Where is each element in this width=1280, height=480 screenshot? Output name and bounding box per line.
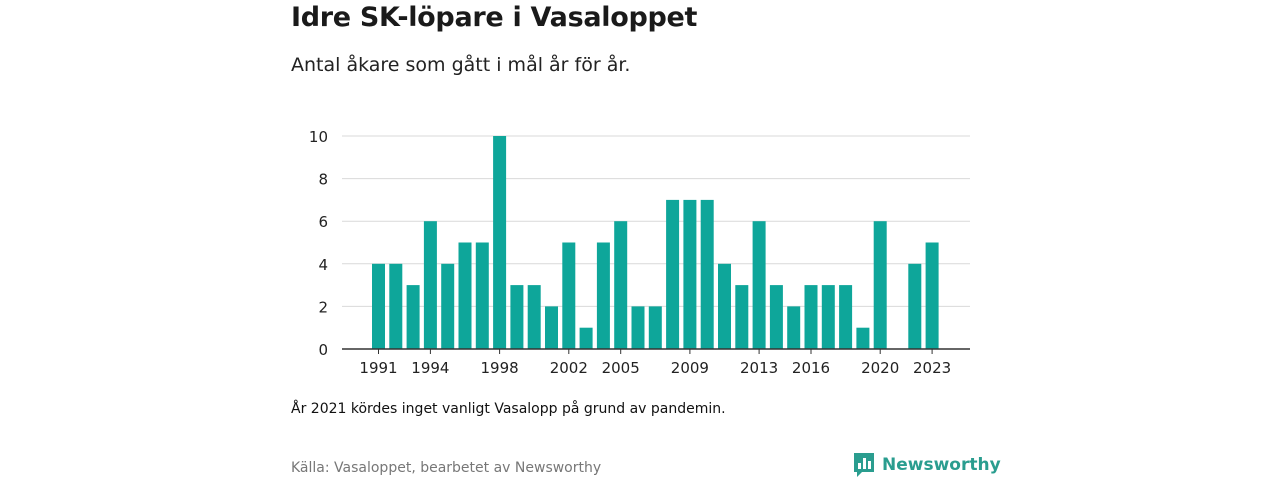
x-tick-label: 2009	[671, 359, 709, 377]
bar	[406, 285, 420, 349]
bar	[873, 221, 887, 349]
x-tick-label: 2002	[550, 359, 588, 377]
y-tick-label: 2	[318, 298, 328, 316]
bar	[579, 327, 593, 349]
bar	[372, 263, 385, 349]
bar	[804, 285, 818, 349]
x-tick-label: 2013	[740, 359, 778, 377]
chart-note: År 2021 kördes inget vanligt Vasalopp på…	[291, 401, 726, 417]
newsworthy-logo: Newsworthy	[852, 452, 1001, 478]
y-tick-label: 8	[318, 171, 328, 189]
bar	[545, 306, 558, 349]
y-tick-label: 0	[318, 341, 328, 359]
bar	[562, 242, 576, 349]
bar	[389, 263, 403, 349]
bar	[441, 263, 455, 349]
newsworthy-icon	[854, 453, 874, 477]
x-tick-label: 1991	[359, 359, 397, 377]
bar	[596, 242, 610, 349]
bar	[666, 199, 680, 349]
bar	[423, 221, 437, 349]
x-tick-label: 2016	[792, 359, 830, 377]
brand-name: Newsworthy	[882, 455, 1001, 475]
bar	[821, 285, 835, 349]
y-tick-label: 6	[318, 213, 328, 231]
bar	[614, 221, 628, 349]
bar	[700, 199, 714, 349]
x-tick-label: 2020	[861, 359, 899, 377]
bar	[752, 221, 766, 349]
x-tick-label: 2023	[913, 359, 951, 377]
bar	[683, 199, 697, 349]
bar	[787, 306, 801, 349]
bar	[458, 242, 472, 349]
source-text: Källa: Vasaloppet, bearbetet av Newswort…	[291, 460, 602, 476]
bar	[631, 306, 645, 349]
bar-chart: 0 2 4 6 8 10 1991 1994 1998 2002 2005 2009 2013 2016 2…	[309, 128, 970, 377]
bar	[648, 306, 662, 349]
x-tick-label: 2005	[602, 359, 640, 377]
bar	[856, 327, 870, 349]
x-tick-label: 1994	[411, 359, 449, 377]
x-tick-label: 1998	[481, 359, 519, 377]
chart-title: Idre SK-löpare i Vasaloppet	[291, 2, 698, 33]
y-tick-label: 10	[309, 128, 328, 146]
bar	[908, 263, 922, 349]
bar	[493, 136, 507, 349]
bar	[735, 285, 749, 349]
chart-subtitle: Antal åkare som gått i mål år för år.	[291, 54, 631, 76]
bar	[839, 285, 853, 349]
bar	[718, 263, 731, 349]
bar	[475, 242, 489, 349]
bar	[925, 242, 939, 349]
bar	[769, 285, 783, 349]
y-tick-label: 4	[318, 256, 328, 274]
bar	[527, 285, 541, 349]
bar	[510, 285, 524, 349]
